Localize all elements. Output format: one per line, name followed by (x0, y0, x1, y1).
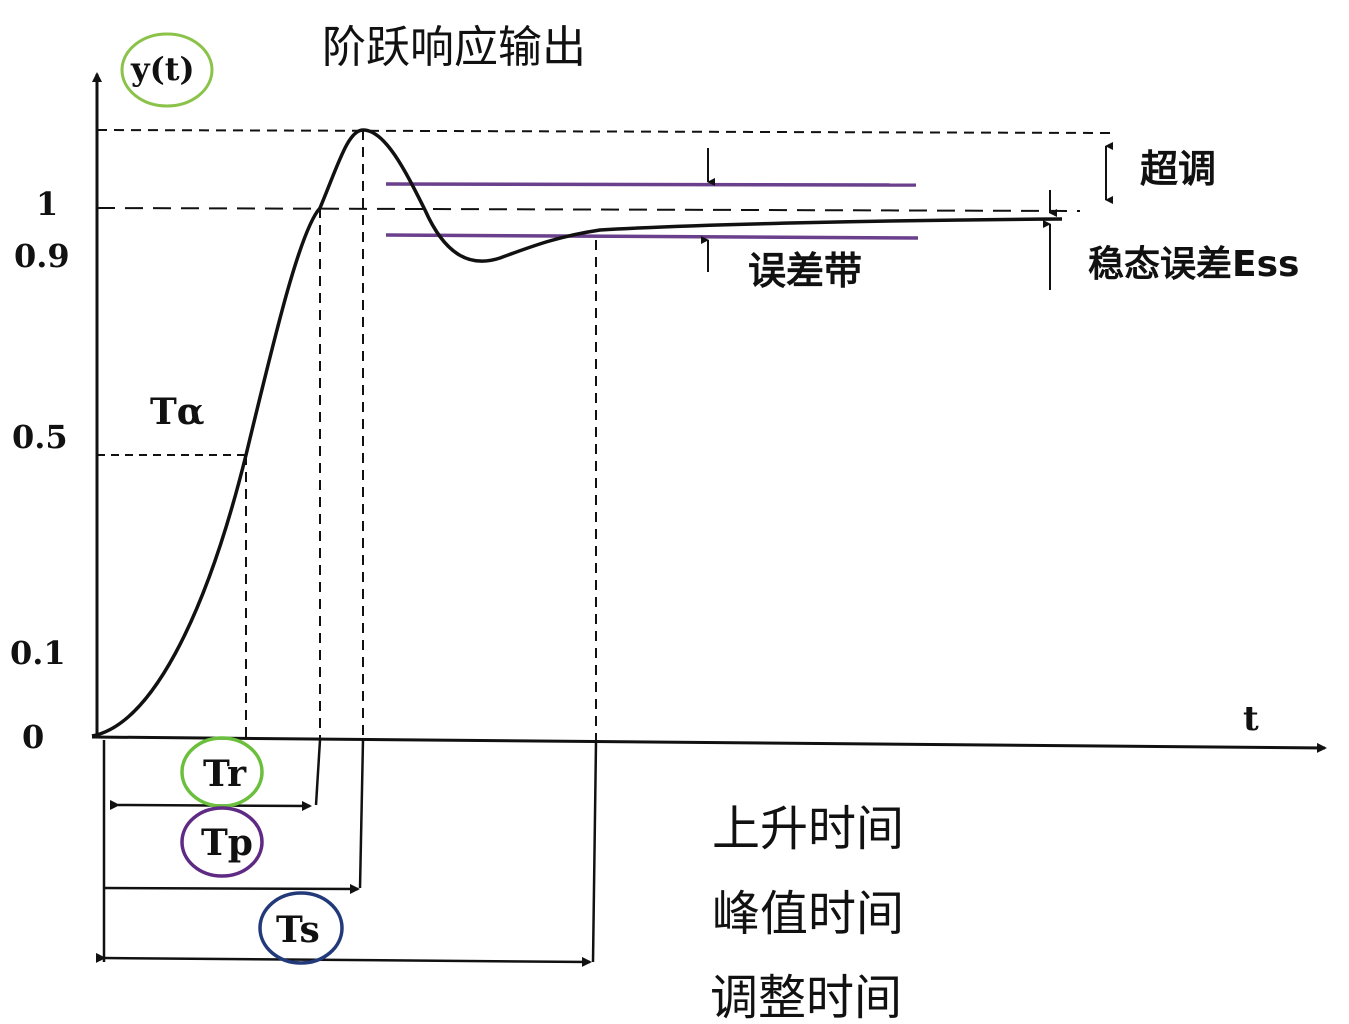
ts-label: Ts (276, 909, 320, 951)
legend-peak-time: 峰值时间 (712, 886, 904, 942)
error-band-label: 误差带 (748, 249, 862, 293)
y-tick-0-1: 0.1 (10, 634, 66, 672)
tp-label: Tp (201, 822, 253, 864)
tp-circle (180, 806, 264, 878)
tr-label: Tr (203, 753, 247, 795)
y-axis-label: y(t) (130, 50, 195, 88)
steady-state-error-label: 稳态误差Ess (1088, 244, 1299, 285)
t-alpha-label: Tα (150, 391, 205, 433)
diagram-title: 阶跃响应输出 (322, 22, 586, 73)
y-tick-1: 1 (36, 185, 58, 223)
ts-span-arrow (95, 952, 592, 967)
y-tick-0-9: 0.9 (14, 237, 70, 275)
error-band-lower (385, 233, 919, 240)
legend-rise-time: 上升时间 (712, 801, 904, 857)
overshoot-label: 超调 (1140, 147, 1216, 191)
y-tick-0: 0 (22, 718, 44, 756)
tp-span-arrow (103, 883, 360, 894)
y-tick-0-5: 0.5 (12, 418, 68, 456)
legend-settling-time: 调整时间 (710, 970, 902, 1024)
y-axis-label-circle (120, 32, 214, 108)
x-axis (91, 735, 1327, 753)
step-response-curve (91, 128, 1063, 738)
ts-circle (258, 891, 344, 965)
time-intervals (102, 739, 598, 963)
tr-circle (180, 736, 264, 808)
x-axis-label: t (1243, 699, 1259, 739)
reference-dashes (96, 129, 1111, 742)
error-band-upper (385, 182, 917, 187)
